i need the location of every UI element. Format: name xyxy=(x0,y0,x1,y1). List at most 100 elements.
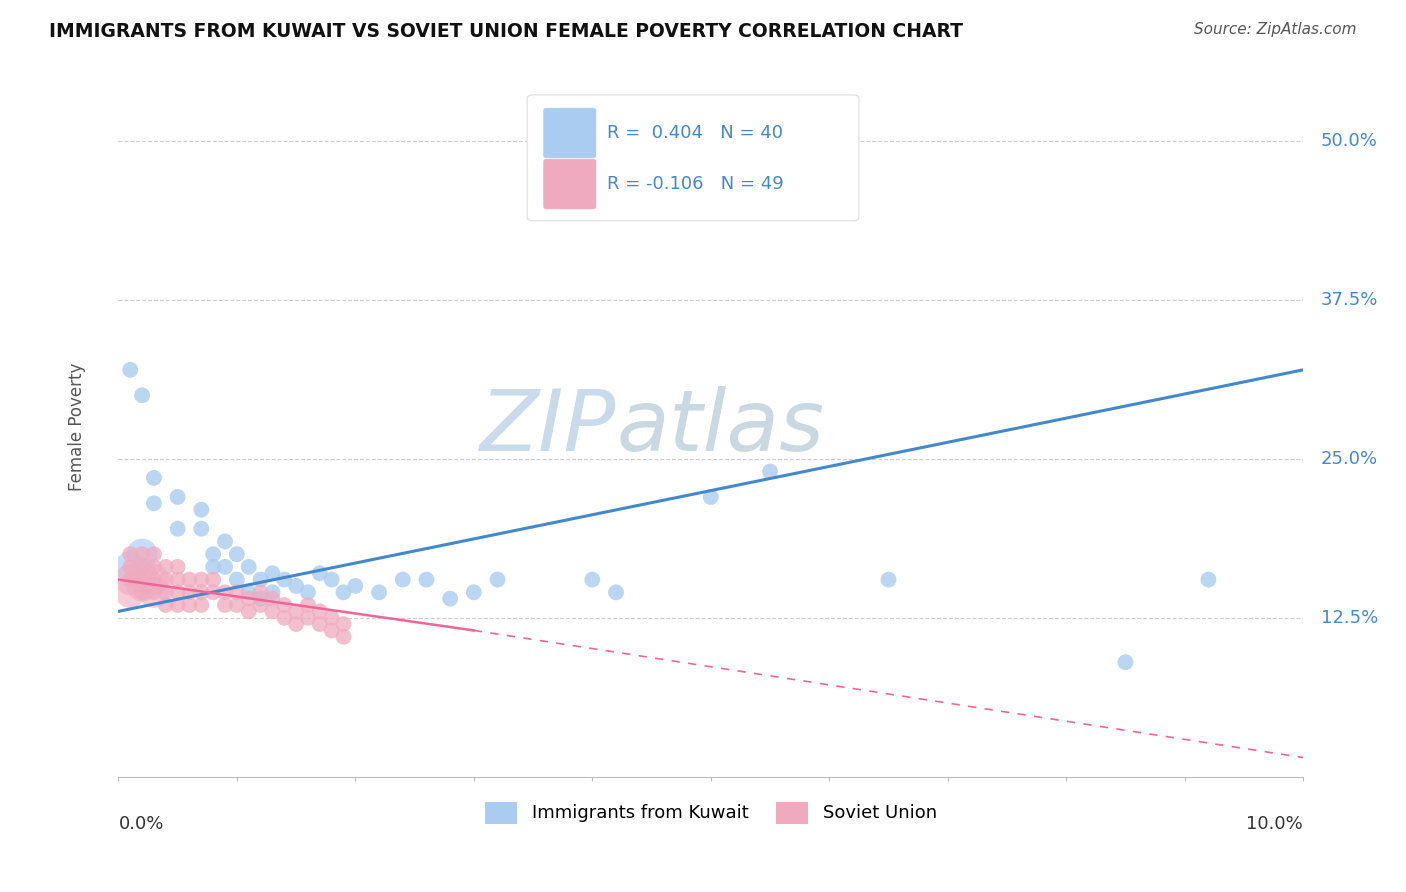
Point xyxy=(202,573,225,587)
Point xyxy=(131,579,153,593)
Point xyxy=(179,573,201,587)
Point xyxy=(1114,655,1136,669)
Point xyxy=(1197,573,1219,587)
Point xyxy=(285,617,308,632)
Point xyxy=(190,502,212,516)
Point xyxy=(238,560,260,574)
Point xyxy=(308,566,330,581)
Point xyxy=(308,604,330,618)
Point xyxy=(120,573,142,587)
Point xyxy=(262,566,284,581)
Point xyxy=(120,363,142,377)
Point xyxy=(273,598,295,612)
Point xyxy=(131,547,153,561)
Point xyxy=(166,522,188,536)
Point xyxy=(202,585,225,599)
Point xyxy=(308,617,330,632)
Point xyxy=(391,573,413,587)
Text: atlas: atlas xyxy=(616,385,824,468)
Point xyxy=(214,585,236,599)
Point xyxy=(120,560,142,574)
Point xyxy=(297,598,319,612)
Point xyxy=(225,585,247,599)
Point xyxy=(225,573,247,587)
Point xyxy=(142,496,165,510)
Point xyxy=(262,585,284,599)
Point xyxy=(368,585,391,599)
Point xyxy=(190,598,212,612)
FancyBboxPatch shape xyxy=(527,95,859,221)
Text: 0.0%: 0.0% xyxy=(118,815,163,833)
Text: ZIP: ZIP xyxy=(479,385,616,468)
Point xyxy=(142,573,165,587)
Point xyxy=(332,617,354,632)
Point xyxy=(214,598,236,612)
Point xyxy=(605,585,627,599)
Text: 25.0%: 25.0% xyxy=(1322,450,1378,467)
Point xyxy=(415,573,437,587)
Point xyxy=(297,611,319,625)
Point xyxy=(166,490,188,504)
Point xyxy=(142,560,165,574)
Point xyxy=(321,611,343,625)
Point xyxy=(238,585,260,599)
Text: R = -0.106   N = 49: R = -0.106 N = 49 xyxy=(606,175,783,193)
FancyBboxPatch shape xyxy=(544,160,596,209)
Point xyxy=(344,579,367,593)
Point xyxy=(225,547,247,561)
Text: 37.5%: 37.5% xyxy=(1322,291,1378,309)
Point xyxy=(166,585,188,599)
Point xyxy=(332,585,354,599)
Text: 12.5%: 12.5% xyxy=(1322,608,1378,627)
Point xyxy=(238,604,260,618)
Point xyxy=(131,560,153,574)
Point xyxy=(297,585,319,599)
Point xyxy=(131,573,153,587)
Point xyxy=(155,585,177,599)
Point xyxy=(581,573,603,587)
Point xyxy=(273,573,295,587)
Point xyxy=(321,573,343,587)
Text: R =  0.404   N = 40: R = 0.404 N = 40 xyxy=(606,124,783,143)
Point xyxy=(190,573,212,587)
Point xyxy=(142,547,165,561)
Point xyxy=(166,573,188,587)
Point xyxy=(179,585,201,599)
Point xyxy=(214,534,236,549)
Point xyxy=(131,388,153,402)
Point xyxy=(332,630,354,644)
Point xyxy=(142,573,165,587)
Point xyxy=(202,560,225,574)
Point xyxy=(155,560,177,574)
Point xyxy=(155,598,177,612)
Point xyxy=(225,598,247,612)
Point xyxy=(262,604,284,618)
Point xyxy=(142,471,165,485)
Point xyxy=(202,547,225,561)
Point xyxy=(877,573,900,587)
Point xyxy=(759,465,782,479)
Point xyxy=(166,598,188,612)
Point xyxy=(131,585,153,599)
Point xyxy=(249,585,271,599)
Point xyxy=(142,585,165,599)
Point xyxy=(131,566,153,581)
Point xyxy=(155,573,177,587)
Point xyxy=(190,585,212,599)
Point xyxy=(179,598,201,612)
Point xyxy=(120,573,142,587)
Text: IMMIGRANTS FROM KUWAIT VS SOVIET UNION FEMALE POVERTY CORRELATION CHART: IMMIGRANTS FROM KUWAIT VS SOVIET UNION F… xyxy=(49,22,963,41)
Point xyxy=(214,560,236,574)
Text: Female Poverty: Female Poverty xyxy=(67,363,86,491)
Point xyxy=(120,560,142,574)
Point xyxy=(439,591,461,606)
Legend: Immigrants from Kuwait, Soviet Union: Immigrants from Kuwait, Soviet Union xyxy=(485,802,936,823)
Point xyxy=(486,573,509,587)
Point xyxy=(262,591,284,606)
Point xyxy=(131,547,153,561)
Text: Source: ZipAtlas.com: Source: ZipAtlas.com xyxy=(1194,22,1357,37)
Text: 10.0%: 10.0% xyxy=(1247,815,1303,833)
Point xyxy=(249,591,271,606)
Point xyxy=(273,611,295,625)
Point xyxy=(142,585,165,599)
